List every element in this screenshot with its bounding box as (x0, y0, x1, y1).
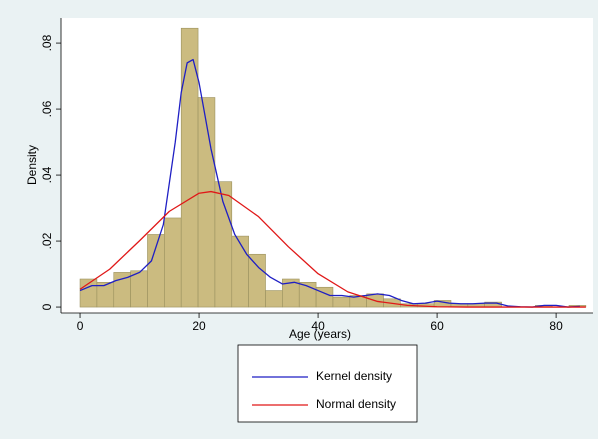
y-tick-label: .02 (40, 232, 54, 249)
x-tick-label: 60 (430, 319, 444, 333)
histogram-bar (265, 290, 283, 308)
histogram-bar (164, 217, 182, 308)
y-tick-label: 0 (40, 303, 54, 310)
density-line (79, 58, 580, 308)
x-tick-label: 0 (77, 319, 84, 333)
legend-box (237, 344, 418, 423)
x-axis-title: Age (years) (289, 327, 351, 341)
x-tick-label: 80 (549, 319, 563, 333)
histogram-bar (130, 270, 148, 308)
histogram-bar (214, 181, 233, 308)
density-line (79, 190, 586, 308)
y-tick-label: .04 (40, 166, 54, 183)
y-tick-label: .08 (40, 34, 54, 51)
plot-area (61, 18, 593, 313)
histogram-bar (231, 235, 249, 308)
legend-label: Kernel density (316, 369, 392, 383)
histogram-bar (332, 296, 351, 308)
histogram-bar (197, 97, 216, 308)
y-axis-title: Density (25, 145, 39, 185)
histogram-bar (248, 253, 266, 308)
x-tick-label: 20 (192, 319, 206, 333)
y-tick-label: .06 (40, 100, 54, 117)
x-tick-label: 40 (311, 319, 325, 333)
legend-label: Normal density (316, 397, 396, 411)
